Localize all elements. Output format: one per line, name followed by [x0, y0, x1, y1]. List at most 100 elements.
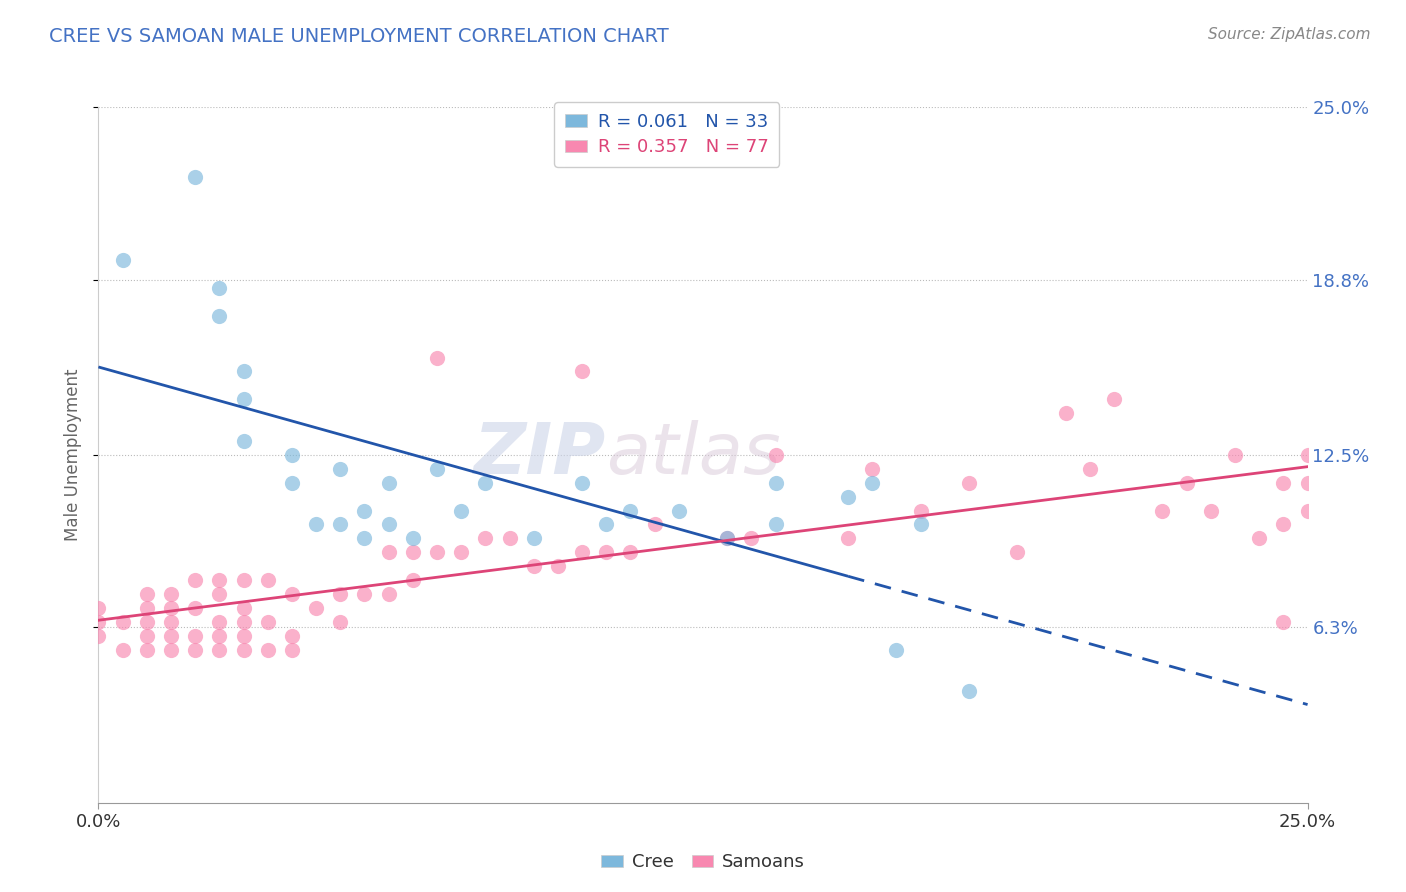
Point: [426, 462, 449, 476]
Point: [281, 629, 304, 643]
Point: [87, 601, 110, 615]
Point: [232, 573, 254, 587]
Point: [256, 642, 278, 657]
Point: [957, 684, 980, 698]
Point: [1249, 532, 1271, 546]
Point: [160, 587, 183, 601]
Point: [377, 517, 399, 532]
Point: [377, 475, 399, 490]
Point: [1296, 503, 1319, 517]
Point: [232, 392, 254, 407]
Point: [595, 517, 617, 532]
Point: [644, 517, 666, 532]
Point: [1223, 448, 1246, 462]
Point: [135, 615, 157, 629]
Point: [668, 503, 690, 517]
Point: [1175, 475, 1198, 490]
Point: [208, 281, 231, 295]
Y-axis label: Male Unemployment: Male Unemployment: [63, 368, 82, 541]
Point: [160, 629, 183, 643]
Point: [232, 601, 254, 615]
Point: [208, 573, 231, 587]
Point: [184, 573, 207, 587]
Point: [135, 642, 157, 657]
Point: [256, 573, 278, 587]
Point: [450, 545, 472, 559]
Point: [111, 642, 134, 657]
Point: [910, 503, 932, 517]
Point: [523, 559, 546, 574]
Point: [329, 462, 352, 476]
Point: [184, 601, 207, 615]
Point: [232, 629, 254, 643]
Point: [910, 517, 932, 532]
Point: [305, 601, 328, 615]
Point: [329, 517, 352, 532]
Point: [474, 475, 496, 490]
Point: [402, 573, 425, 587]
Point: [571, 475, 593, 490]
Point: [353, 532, 375, 546]
Point: [1007, 545, 1029, 559]
Point: [1102, 392, 1125, 407]
Point: [281, 642, 304, 657]
Point: [111, 253, 134, 268]
Point: [1296, 475, 1319, 490]
Point: [1272, 615, 1295, 629]
Point: [402, 532, 425, 546]
Point: [208, 642, 231, 657]
Point: [498, 532, 520, 546]
Point: [208, 629, 231, 643]
Point: [765, 448, 787, 462]
Point: [281, 587, 304, 601]
Point: [232, 642, 254, 657]
Point: [1272, 475, 1295, 490]
Point: [160, 601, 183, 615]
Point: [135, 601, 157, 615]
Point: [160, 615, 183, 629]
Point: [957, 475, 980, 490]
Point: [450, 503, 472, 517]
Point: [1272, 517, 1295, 532]
Point: [547, 559, 569, 574]
Point: [837, 532, 859, 546]
Point: [87, 615, 110, 629]
Point: [135, 587, 157, 601]
Point: [619, 503, 641, 517]
Point: [184, 629, 207, 643]
Point: [619, 545, 641, 559]
Text: CREE VS SAMOAN MALE UNEMPLOYMENT CORRELATION CHART: CREE VS SAMOAN MALE UNEMPLOYMENT CORRELA…: [49, 27, 669, 45]
Point: [402, 545, 425, 559]
Point: [208, 587, 231, 601]
Point: [740, 532, 762, 546]
Point: [232, 615, 254, 629]
Point: [571, 364, 593, 378]
Point: [860, 462, 883, 476]
Point: [329, 587, 352, 601]
Point: [184, 642, 207, 657]
Point: [353, 503, 375, 517]
Point: [716, 532, 738, 546]
Point: [886, 642, 908, 657]
Point: [305, 517, 328, 532]
Legend: Cree, Samoans: Cree, Samoans: [593, 847, 813, 879]
Point: [111, 615, 134, 629]
Point: [571, 545, 593, 559]
Point: [329, 615, 352, 629]
Point: [256, 615, 278, 629]
Text: ZIP: ZIP: [474, 420, 606, 490]
Point: [426, 351, 449, 365]
Point: [184, 169, 207, 184]
Point: [377, 587, 399, 601]
Text: Source: ZipAtlas.com: Source: ZipAtlas.com: [1208, 27, 1371, 42]
Point: [232, 364, 254, 378]
Point: [208, 309, 231, 323]
Point: [1054, 406, 1077, 420]
Point: [474, 532, 496, 546]
Point: [87, 629, 110, 643]
Point: [595, 545, 617, 559]
Point: [1152, 503, 1174, 517]
Point: [716, 532, 738, 546]
Point: [377, 545, 399, 559]
Point: [353, 587, 375, 601]
